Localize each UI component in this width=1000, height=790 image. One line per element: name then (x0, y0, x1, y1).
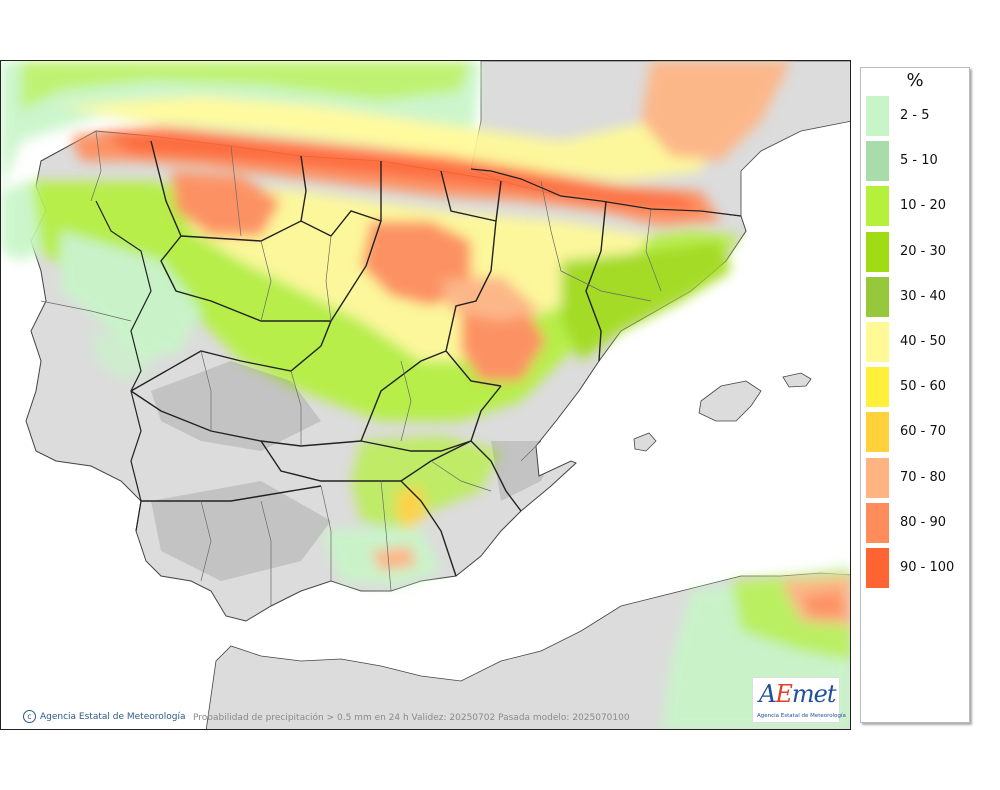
legend-swatch (866, 412, 889, 453)
copyright-icon: c (23, 710, 36, 723)
legend-swatch (866, 322, 889, 362)
legend-swatch (866, 502, 889, 543)
probability-legend: % 2 - 5 5 - 10 10 - 20 20 - 30 30 - 40 40 - 5… (860, 67, 970, 723)
legend-item: 30 - 40 (864, 276, 968, 317)
legend-item: 50 - 60 (864, 367, 968, 408)
legend-swatch (866, 141, 889, 182)
legend-item: 80 - 90 (864, 502, 968, 543)
agency-credit: c Agencia Estatal de Meteorología (23, 710, 186, 723)
legend-item: 5 - 10 (864, 141, 968, 182)
terrain-shading (151, 361, 561, 581)
portugal-border (95, 200, 152, 532)
legend-label: 70 - 80 (900, 469, 947, 485)
legend-item: 60 - 70 (864, 412, 968, 453)
province-borders (40, 130, 662, 606)
legend-swatch (866, 231, 889, 272)
precipitation-probability-map[interactable]: c Agencia Estatal de Meteorología Probab… (0, 60, 851, 730)
legend-label: 5 - 10 (900, 153, 938, 169)
agency-credit-text: Agencia Estatal de Meteorología (40, 711, 186, 722)
legend-swatch (866, 186, 889, 227)
aemet-logo-subtitle: Agencia Estatal de Meteorología (757, 713, 846, 719)
legend-label: 2 - 5 (900, 108, 930, 123)
france-spain-border (470, 168, 742, 217)
legend-unit: % (906, 70, 924, 91)
legend-swatch (866, 367, 889, 408)
legend-swatch (866, 276, 889, 317)
aemet-logo-word: AEmet (759, 680, 836, 708)
legend-label: 90 - 100 (900, 560, 955, 575)
legend-swatch (866, 457, 889, 498)
aemet-logo: AEmet Agencia Estatal de Meteorología (752, 677, 846, 723)
legend-item: 40 - 50 (864, 322, 968, 362)
map-canvas (1, 61, 850, 729)
legend-item: 20 - 30 (864, 231, 968, 272)
menorca-land (782, 372, 812, 388)
legend-label: 80 - 90 (900, 514, 947, 530)
legend-item: 2 - 5 (864, 96, 968, 136)
legend-label: 50 - 60 (900, 379, 947, 395)
legend-label: 30 - 40 (900, 288, 947, 304)
regional-borders (130, 140, 607, 577)
mallorca-land (698, 380, 762, 422)
legend-item: 90 - 100 (864, 548, 968, 588)
legend-item: 10 - 20 (864, 186, 968, 227)
probability-field (1, 61, 850, 729)
legend-swatch (866, 548, 889, 588)
ibiza-land (633, 432, 657, 452)
legend-label: 10 - 20 (900, 198, 947, 214)
legend-swatch (866, 96, 889, 136)
legend-label: 20 - 30 (900, 243, 947, 259)
legend-label: 60 - 70 (900, 424, 947, 440)
legend-item: 70 - 80 (864, 457, 968, 498)
legend-label: 40 - 50 (900, 334, 947, 349)
map-caption: Probabilidad de precipitación > 0.5 mm e… (193, 713, 630, 723)
